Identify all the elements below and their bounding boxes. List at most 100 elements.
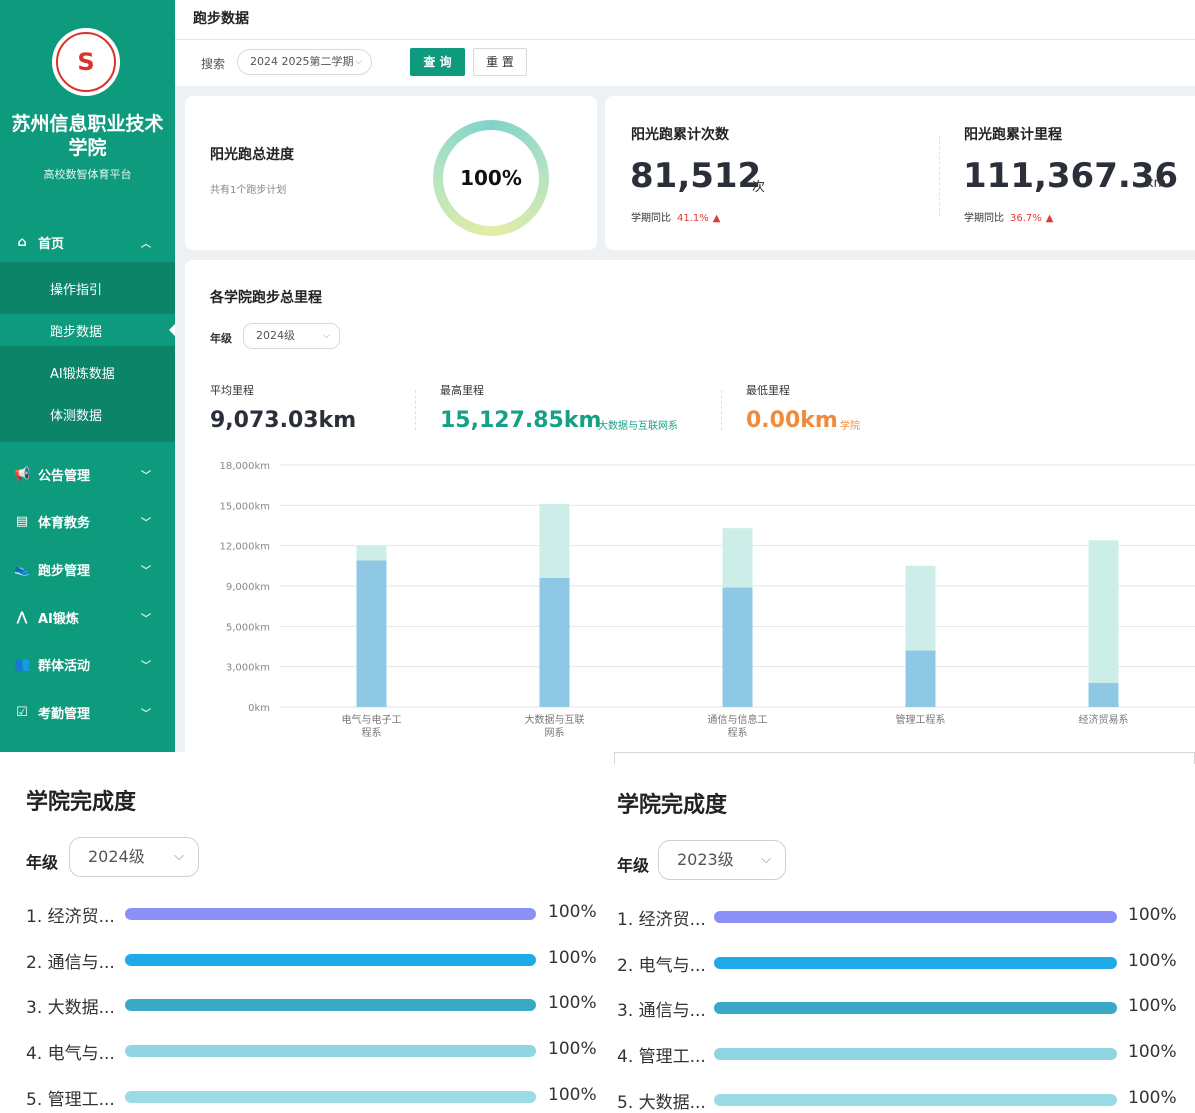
list-item: 2. 电气与... 100%	[617, 950, 1187, 976]
nav-label: 群体活动	[38, 658, 91, 674]
home-icon: ⌂	[17, 234, 27, 250]
completion-bar	[125, 953, 536, 966]
y-tick-label: 12,000km	[219, 542, 270, 553]
y-tick-label: 18,000km	[219, 461, 270, 472]
nav-group-activity[interactable]: 👥 群体活动 ﹀	[0, 644, 175, 684]
completion-percent: 100%	[1128, 950, 1177, 971]
completion-bar	[125, 1090, 536, 1103]
sub-item-guide[interactable]: 操作指引	[50, 282, 103, 298]
completion-right-grade-label: 年级	[617, 856, 650, 875]
term-select[interactable]: 2024 2025第二学期 ⌵	[237, 49, 372, 75]
sub-item-fitness-data[interactable]: 体测数据	[50, 408, 103, 424]
completion-bar	[125, 1045, 536, 1058]
completion-right-grade-select[interactable]: 2023级 ⌵	[658, 840, 786, 880]
bar	[356, 545, 387, 561]
completion-bar	[125, 908, 536, 920]
completion-right-title: 学院完成度	[617, 793, 728, 818]
completion-percent: 100%	[1128, 1087, 1177, 1108]
chevron-down-icon: ﹀	[141, 708, 151, 720]
sub-item-run-data[interactable]: 跑步数据	[0, 314, 175, 346]
chevron-down-icon: ﹀	[141, 517, 151, 529]
page-title: 跑步数据	[175, 0, 1195, 40]
bar	[1088, 540, 1119, 683]
sub-item-ai-data[interactable]: AI锻炼数据	[50, 366, 115, 382]
completion-percent: 100%	[1128, 905, 1177, 925]
college-name: 5. 管理工...	[26, 1089, 115, 1110]
completion-percent: 100%	[548, 1084, 597, 1105]
distance-compare: 学期同比 36.7% ▲	[964, 209, 1053, 224]
x-tick-label: 网系	[545, 727, 565, 739]
x-tick-label: 电气与电子工	[342, 713, 402, 726]
college-name: 4. 管理工...	[617, 1047, 706, 1068]
distance-compare-label: 学期同比	[964, 213, 1004, 224]
completion-left-grade-value: 2024级	[88, 847, 145, 866]
search-bar: 搜索 2024 2025第二学期 ⌵ 查 询 重 置	[175, 40, 1195, 86]
chevron-down-icon: ⌵	[323, 331, 330, 341]
sidebar: S 苏州信息职业技术学院 高校数智体育平台 ⌂ 首页 ︿ 操作指引 跑步数据 A…	[0, 0, 175, 752]
college-mileage-card: 各学院跑步总里程 年级 2024级 ⌵ 平均里程 9,073.03km 最高里程…	[185, 260, 1195, 760]
min-label: 最低里程	[746, 384, 790, 397]
document-icon: ▤	[15, 513, 29, 529]
avg-label: 平均里程	[210, 384, 254, 397]
y-tick-label: 5,000km	[226, 622, 270, 633]
list-item: 2. 通信与... 100%	[26, 948, 597, 973]
chevron-down-icon: ﹀	[141, 565, 151, 577]
nav-attendance[interactable]: ☑ 考勤管理 ﹀	[0, 692, 175, 732]
chevron-down-icon: ﹀	[141, 660, 151, 672]
college-name: 3. 大数据...	[26, 998, 115, 1019]
totals-card: 阳光跑累计次数 81,512 次 学期同比 41.1% ▲ 阳光跑累计里程 111,…	[605, 96, 1195, 250]
list-item: 5. 大数据... 100%	[617, 1087, 1187, 1113]
college-mileage-title: 各学院跑步总里程	[210, 290, 322, 306]
college-name: 1. 经济贸...	[617, 910, 706, 930]
divider	[939, 136, 940, 216]
completion-bar	[714, 1002, 1117, 1015]
completion-percent: 100%	[1128, 996, 1177, 1017]
completion-bar	[714, 1048, 1117, 1061]
college-name: 2. 通信与...	[26, 952, 115, 973]
chevron-down-icon: ⌵	[355, 57, 362, 67]
completion-percent: 100%	[548, 902, 597, 922]
bar	[905, 565, 936, 651]
nav-running[interactable]: 👟 跑步管理 ﹀	[0, 549, 175, 589]
school-logo: S	[52, 28, 120, 96]
bar	[905, 650, 936, 707]
count-compare-value: 41.1%	[677, 213, 709, 224]
y-tick-label: 9,000km	[226, 582, 270, 593]
completion-left-grade-select[interactable]: 2024级 ⌵	[69, 837, 199, 877]
max-label: 最高里程	[440, 384, 484, 397]
x-tick-label: 经济贸易系	[1079, 713, 1129, 726]
chevron-down-icon: ⌵	[174, 849, 184, 864]
arrow-up-icon: ▲	[1045, 213, 1054, 224]
y-tick-label: 15,000km	[219, 501, 270, 512]
distance-title: 阳光跑累计里程	[964, 127, 1062, 143]
list-item: 4. 管理工... 100%	[617, 1042, 1187, 1068]
nav-home-label: 首页	[38, 236, 65, 252]
completion-bar	[125, 999, 536, 1012]
chevron-down-icon: ⌵	[761, 852, 771, 867]
grade-select[interactable]: 2024级 ⌵	[243, 323, 340, 349]
divider	[415, 390, 416, 430]
completion-percent: 100%	[1128, 1042, 1177, 1063]
nav-ai-exercise[interactable]: ⋀ AI锻炼 ﹀	[0, 597, 175, 637]
bar	[356, 560, 387, 707]
count-compare: 学期同比 41.1% ▲	[631, 209, 720, 224]
college-name: 1. 经济贸...	[26, 907, 115, 927]
count-compare-label: 学期同比	[631, 213, 671, 224]
panel-frame	[614, 752, 1195, 764]
progress-percent: 100%	[443, 130, 539, 226]
avg-value: 9,073.03km	[210, 408, 357, 433]
list-item: 1. 经济贸... 100%	[617, 905, 1187, 930]
count-unit: 次	[752, 180, 766, 195]
count-value: 81,512	[630, 156, 762, 196]
nav-home[interactable]: ⌂ 首页 ︿	[0, 222, 175, 262]
chevron-up-icon: ︿	[141, 238, 151, 250]
nav-announcements[interactable]: 📢 公告管理 ﹀	[0, 454, 175, 494]
y-tick-label: 0km	[248, 703, 270, 714]
query-button[interactable]: 查 询	[410, 48, 465, 76]
list-item: 4. 电气与... 100%	[26, 1039, 597, 1064]
reset-button[interactable]: 重 置	[473, 48, 527, 76]
distance-unit: km	[1146, 176, 1167, 191]
count-title: 阳光跑累计次数	[631, 127, 729, 143]
nav-sports-affairs[interactable]: ▤ 体育教务 ﹀	[0, 501, 175, 541]
college-name: 3. 通信与...	[617, 1001, 706, 1022]
